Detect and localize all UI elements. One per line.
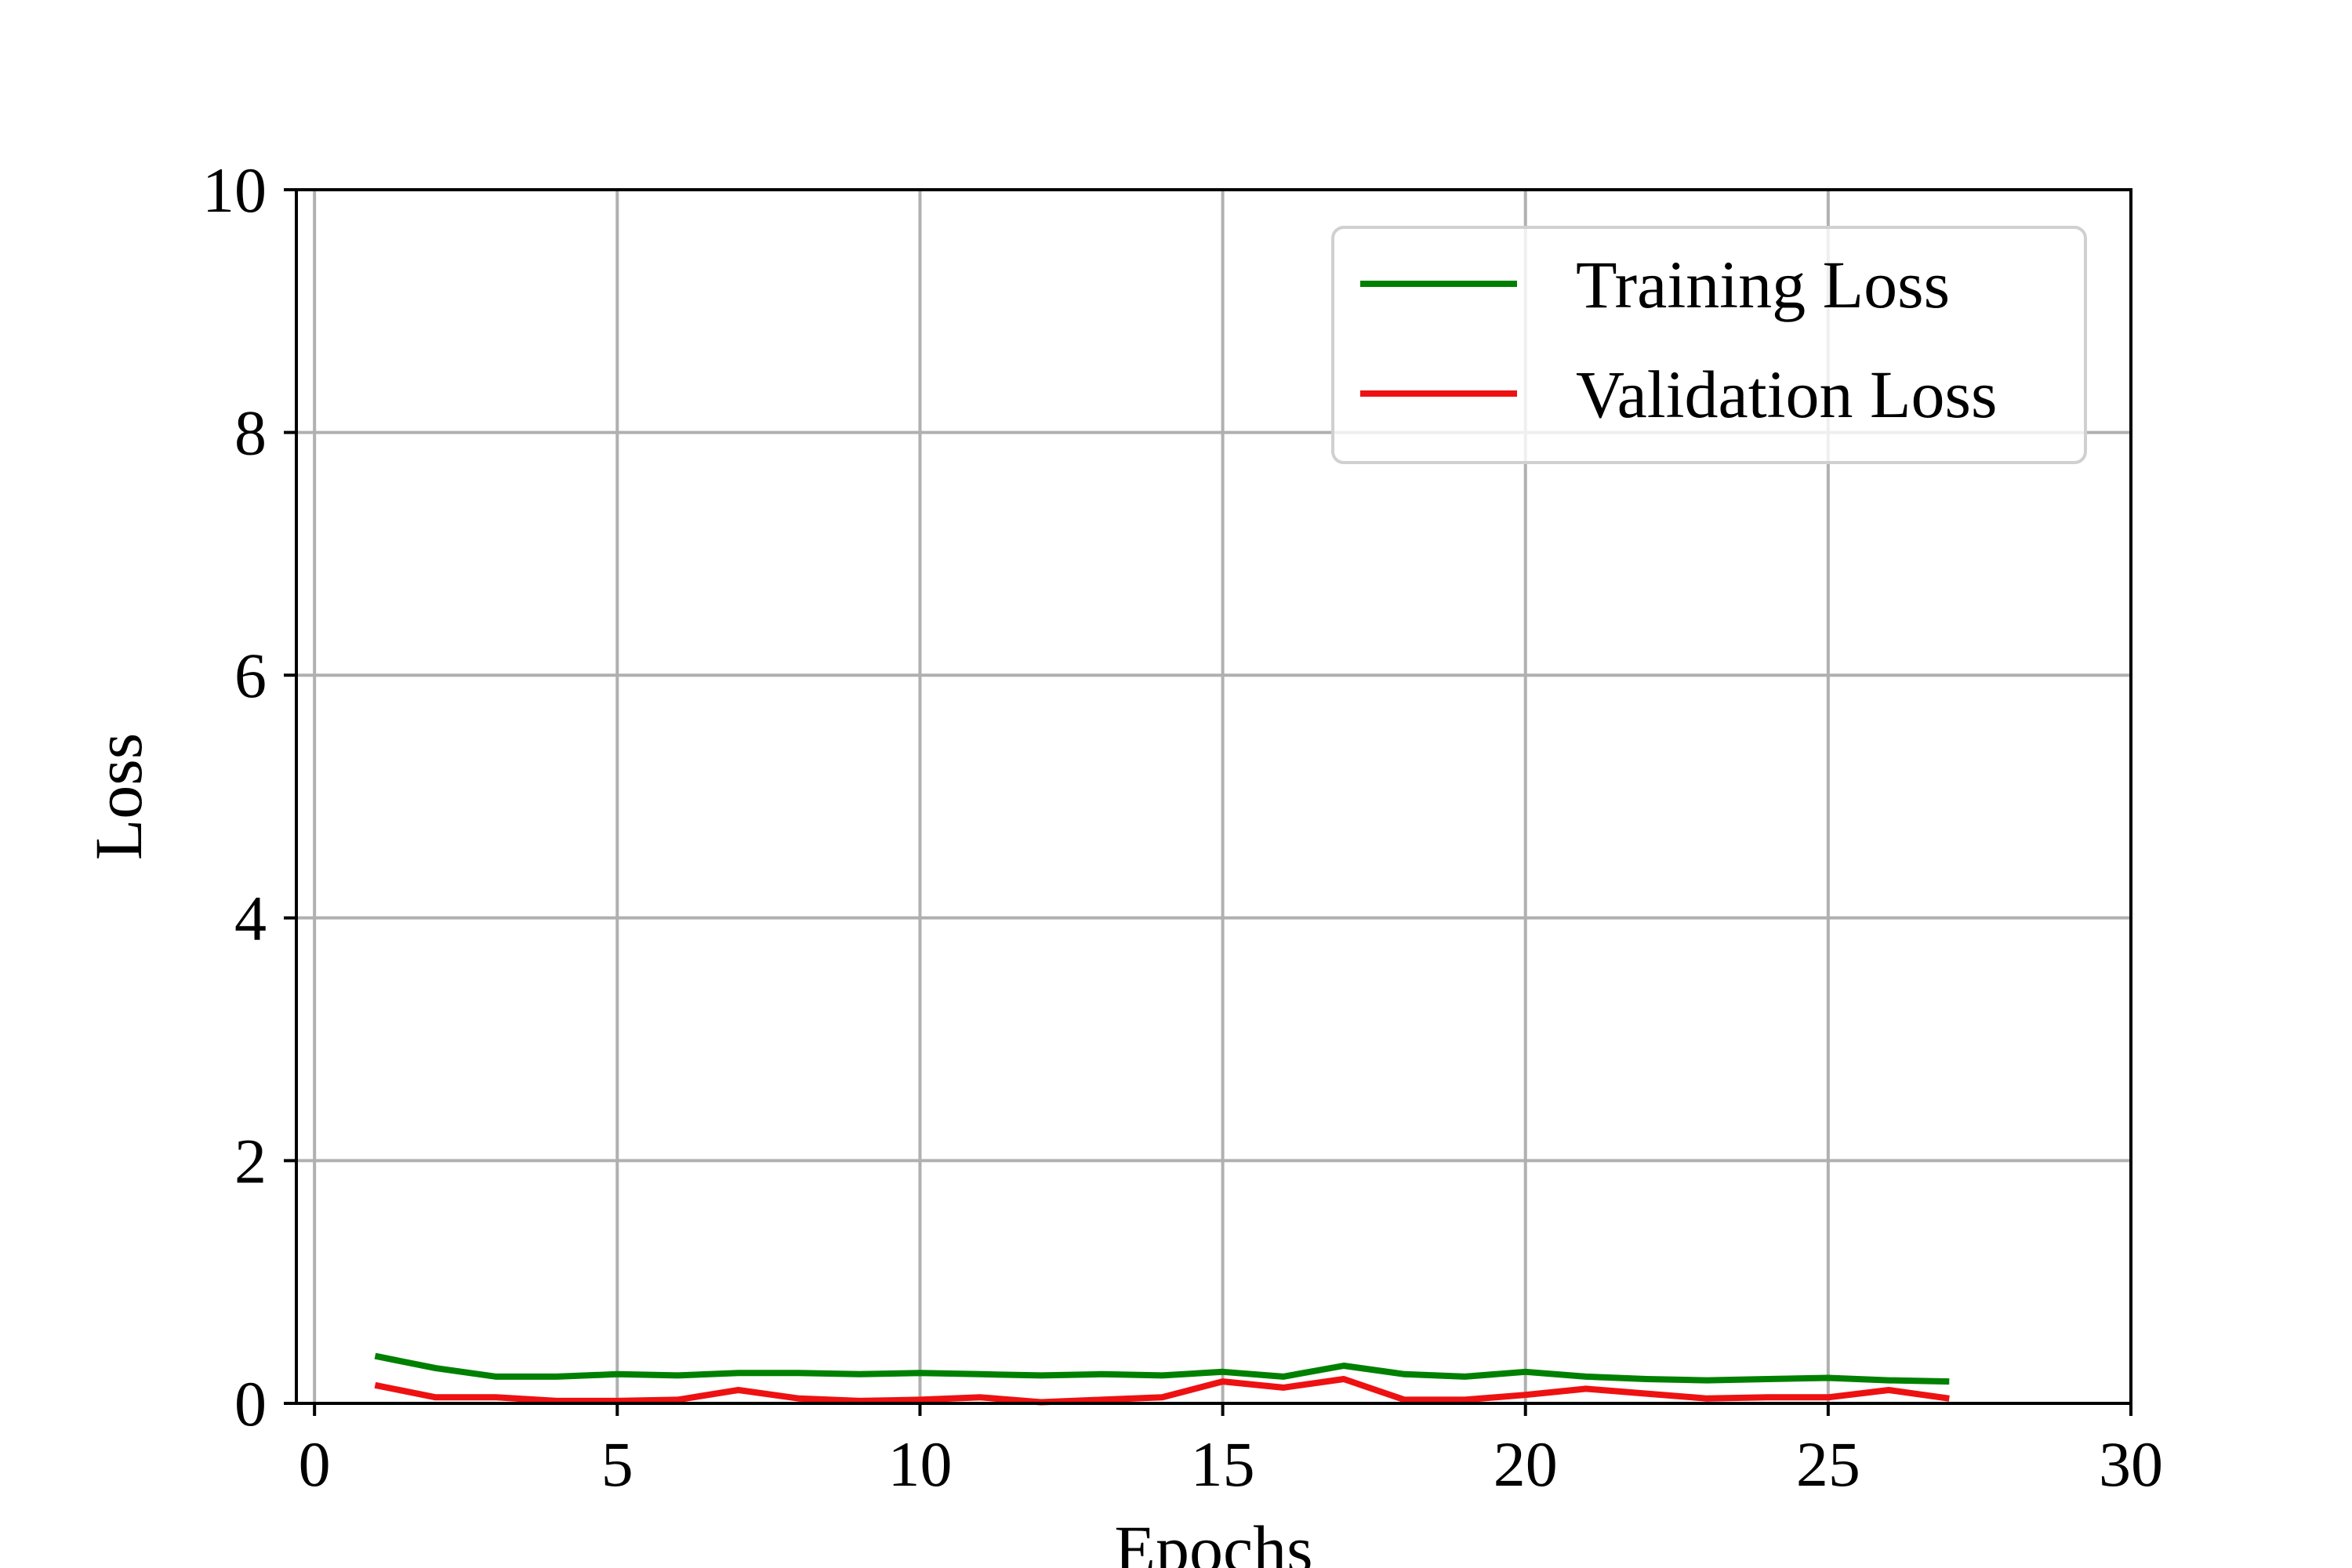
axis-ticks: 0 5 10 15 20 25 30 0 2 4 6 8 10: [202, 154, 2163, 1500]
series-line-0: [374, 1352, 1950, 1385]
x-tick-label: 30: [2099, 1428, 2163, 1500]
y-tick-label: 0: [234, 1368, 267, 1439]
x-tick-label: 15: [1191, 1428, 1255, 1500]
legend: Training Loss Validation Loss: [1331, 226, 2087, 464]
x-tick-label: 5: [601, 1428, 633, 1500]
x-tick-label: 25: [1796, 1428, 1860, 1500]
y-tick-label: 8: [234, 397, 267, 469]
y-tick-label: 10: [202, 154, 267, 226]
x-tick-label: 10: [887, 1428, 952, 1500]
x-tick-label: 20: [1494, 1428, 1558, 1500]
x-axis-label: Epochs: [1114, 1512, 1312, 1568]
y-tick-label: 6: [234, 640, 267, 711]
legend-label-0: Training Loss: [1576, 247, 1950, 322]
x-tick-label: 0: [299, 1428, 331, 1500]
series-lines: [374, 1352, 1950, 1406]
series-line-1: [374, 1376, 1950, 1406]
y-tick-label: 4: [234, 883, 267, 954]
legend-box: [1331, 226, 2087, 464]
plot-frame: [295, 188, 2132, 1405]
y-axis-label: Loss: [81, 733, 156, 860]
y-tick-label: 2: [234, 1125, 267, 1196]
legend-label-1: Validation Loss: [1576, 357, 1997, 432]
